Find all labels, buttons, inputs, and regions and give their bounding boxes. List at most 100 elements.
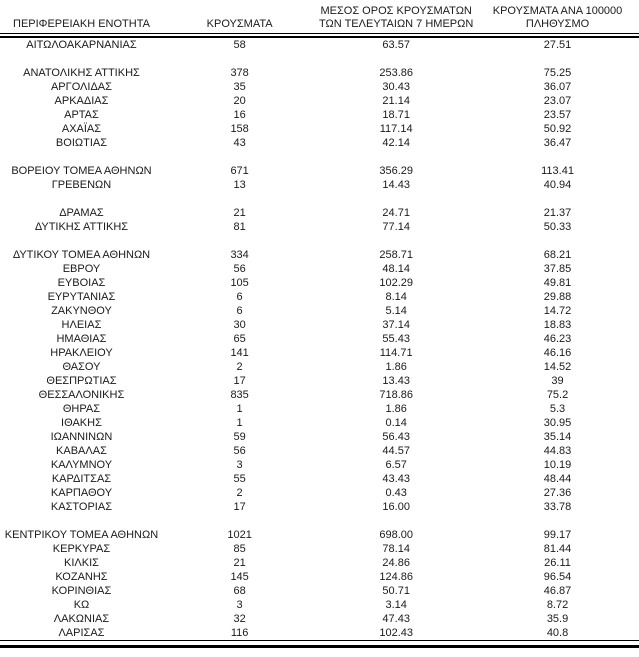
table-row: ΕΒΡΟΥ 56 48.14 37.85 (0, 262, 639, 276)
col-header-cases: ΚΡΟΥΣΜΑΤΑ (163, 5, 316, 33)
region-name: ΑΧΑΪΑΣ (61, 123, 102, 135)
table-row: ΔΡΑΜΑΣ 21 24.71 21.37 (0, 206, 639, 220)
per100k-value: 10.19 (543, 459, 572, 471)
per100k-value: 50.92 (543, 123, 572, 135)
cases-value: 105 (230, 277, 249, 289)
avg7-value: 47.43 (382, 613, 410, 625)
cases-value: 2 (236, 487, 243, 499)
table-row: ΚΑΛΥΜΝΟΥ 3 6.57 10.19 (0, 458, 639, 472)
region-name: ΗΜΑΘΙΑΣ (56, 333, 107, 345)
avg7-value: 0.43 (385, 487, 407, 499)
table-row: ΚΕΡΚΥΡΑΣ 85 78.14 81.44 (0, 542, 639, 556)
table-row: ΕΥΒΟΙΑΣ 105 102.29 49.81 (0, 276, 639, 290)
table-row: ΗΡΑΚΛΕΙΟΥ 141 114.71 46.16 (0, 346, 639, 360)
per100k-value: 75.2 (546, 389, 569, 401)
per100k-value: 18.83 (543, 319, 572, 331)
table-row: ΘΗΡΑΣ 1 1.86 5.3 (0, 402, 639, 416)
cases-value: 141 (230, 347, 249, 359)
cases-value: 3 (236, 599, 243, 611)
avg7-value: 30.43 (382, 81, 410, 93)
avg7-value: 6.57 (385, 459, 407, 471)
cases-value: 59 (233, 431, 246, 443)
table-row: ΚΕΝΤΡΙΚΟΥ ΤΟΜΕΑ ΑΘΗΝΩΝ 1021 698.00 99.17 (0, 528, 639, 542)
table-header: ΠΕΡΙΦΕΡΕΙΑΚΗ ΕΝΟΤΗΤΑ ΚΡΟΥΣΜΑΤΑ ΜΕΣΟΣ ΟΡΟ… (0, 5, 639, 38)
header-line: ΤΩΝ ΤΕΛΕΥΤΑΙΩΝ 7 ΗΜΕΡΩΝ (319, 18, 474, 30)
region-name: ΙΩΑΝΝΙΝΩΝ (50, 431, 113, 443)
cases-value: 13 (233, 179, 246, 191)
per100k-value: 35.14 (543, 431, 572, 443)
region-name: ΗΛΕΙΑΣ (61, 319, 102, 331)
blank-row (0, 52, 639, 66)
table-row: ΗΜΑΘΙΑΣ 65 55.43 46.23 (0, 332, 639, 346)
region-name: ΚΑΡΔΙΤΣΑΣ (51, 473, 112, 485)
cases-value: 116 (230, 627, 249, 639)
per100k-value: 33.78 (543, 501, 572, 513)
per100k-value: 46.16 (543, 347, 572, 359)
cases-value: 671 (230, 165, 249, 177)
region-name: ΓΡΕΒΕΝΩΝ (51, 179, 112, 191)
table-row: ΙΘΑΚΗΣ 1 0.14 30.95 (0, 416, 639, 430)
per100k-value: 14.52 (543, 361, 572, 373)
region-name: ΚΟΡΙΝΘΙΑΣ (51, 585, 112, 597)
avg7-value: 42.14 (382, 137, 410, 149)
header-rule-row (0, 33, 639, 38)
per100k-value: 75.25 (543, 67, 572, 79)
cases-value: 30 (233, 319, 246, 331)
region-name: ΑΙΤΩΛΟΑΚΑΡΝΑΝΙΑΣ (26, 39, 137, 51)
avg7-value: 114.71 (379, 347, 413, 359)
blank-row (0, 192, 639, 206)
per100k-value: 35.9 (546, 613, 569, 625)
cases-value: 3 (236, 459, 243, 471)
region-name: ΔΡΑΜΑΣ (59, 207, 104, 219)
blank-cell (0, 192, 639, 206)
region-name: ΚΕΝΤΡΙΚΟΥ ΤΟΜΕΑ ΑΘΗΝΩΝ (4, 529, 159, 541)
table-row: ΒΟΡΕΙΟΥ ΤΟΜΕΑ ΑΘΗΝΩΝ 671 356.29 113.41 (0, 164, 639, 178)
avg7-value: 8.14 (385, 291, 407, 303)
per100k-value: 29.88 (543, 291, 572, 303)
per100k-value: 8.72 (546, 599, 569, 611)
region-name: ΕΥΒΟΙΑΣ (57, 277, 106, 289)
header-row: ΠΕΡΙΦΕΡΕΙΑΚΗ ΕΝΟΤΗΤΑ ΚΡΟΥΣΜΑΤΑ ΜΕΣΟΣ ΟΡΟ… (0, 5, 639, 33)
header-rule (0, 33, 639, 38)
region-name: ΚΙΛΚΙΣ (64, 557, 99, 569)
avg7-value: 18.71 (382, 109, 410, 121)
avg7-value: 718.86 (379, 389, 413, 401)
table-row: ΙΩΑΝΝΙΝΩΝ 59 56.43 35.14 (0, 430, 639, 444)
per100k-value: 26.11 (544, 557, 571, 569)
table-row: ΘΕΣΠΡΩΤΙΑΣ 17 13.43 39 (0, 374, 639, 388)
per100k-value: 49.81 (543, 277, 572, 289)
cases-value: 1021 (227, 529, 252, 541)
blank-cell (0, 234, 639, 248)
cases-value: 334 (230, 249, 249, 261)
table-row: ΑΡΤΑΣ 16 18.71 23.57 (0, 108, 639, 122)
col-header-per100k: ΚΡΟΥΣΜΑΤΑ ΑΝΑ 100000 ΠΛΗΘΥΣΜΟ (476, 5, 639, 33)
col-header-region: ΠΕΡΙΦΕΡΕΙΑΚΗ ΕΝΟΤΗΤΑ (0, 5, 163, 33)
blank-cell (0, 150, 639, 164)
avg7-value: 24.86 (382, 557, 410, 569)
avg7-value: 102.43 (379, 627, 413, 639)
per100k-value: 44.83 (543, 445, 572, 457)
per100k-value: 40.8 (546, 627, 569, 639)
thin-rule (0, 640, 639, 641)
table-row: ΛΑΡΙΣΑΣ 116 102.43 40.8 (0, 626, 639, 640)
cases-value: 20 (233, 95, 246, 107)
region-name: ΘΑΣΟΥ (62, 361, 101, 373)
cases-value: 158 (230, 123, 249, 135)
avg7-value: 56.43 (382, 431, 410, 443)
cases-value: 21 (233, 207, 246, 219)
avg7-value: 55.43 (382, 333, 410, 345)
table-row: ΑΡΚΑΔΙΑΣ 20 21.14 23.07 (0, 94, 639, 108)
avg7-value: 44.57 (382, 445, 410, 457)
region-name: ΔΥΤΙΚΟΥ ΤΟΜΕΑ ΑΘΗΝΩΝ (12, 249, 151, 261)
per100k-value: 14.72 (543, 305, 572, 317)
avg7-value: 48.14 (382, 263, 410, 275)
cases-value: 55 (233, 473, 246, 485)
region-name: ΑΝΑΤΟΛΙΚΗΣ ΑΤΤΙΚΗΣ (23, 67, 140, 79)
region-name: ΘΕΣΣΑΛΟΝΙΚΗΣ (38, 389, 125, 401)
avg7-value: 253.86 (379, 67, 413, 79)
avg7-value: 78.14 (382, 543, 410, 555)
footer-rule-row (0, 640, 639, 648)
table-footer (0, 640, 639, 648)
table-row: ΘΕΣΣΑΛΟΝΙΚΗΣ 835 718.86 75.2 (0, 388, 639, 402)
region-name: ΖΑΚΥΝΘΟΥ (51, 305, 112, 317)
